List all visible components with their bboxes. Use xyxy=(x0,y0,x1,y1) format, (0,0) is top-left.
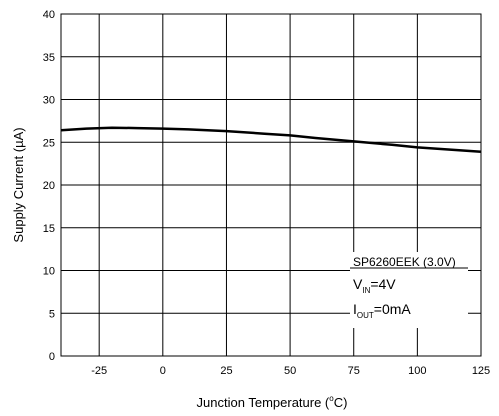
annotation-box: SP6260EEK (3.0V) VIN=4V IOUT=0mA xyxy=(350,252,468,328)
y-tick-label: 20 xyxy=(43,180,55,192)
y-tick-label: 25 xyxy=(43,137,55,149)
y-axis-title: Supply Current (µA) xyxy=(11,127,26,242)
annotation-vin-value: =4V xyxy=(370,276,396,292)
grid-lines xyxy=(61,14,481,356)
annotation-vin: VIN=4V xyxy=(353,276,396,295)
y-tick-label: 10 xyxy=(43,266,55,278)
x-tick-label: -25 xyxy=(91,365,107,377)
x-tick-label: 0 xyxy=(160,365,166,377)
annotation-vin-symbol: V xyxy=(353,276,363,292)
plot-frame xyxy=(60,13,482,357)
y-tick-label: 15 xyxy=(43,223,55,235)
annotation-iout-value: =0mA xyxy=(374,301,412,317)
x-axis-title-superscript: o xyxy=(329,394,334,403)
y-tick-labels: 0 5 10 15 20 25 30 35 40 xyxy=(43,9,55,363)
x-axis-title: Junction Temperature (oC) xyxy=(197,394,348,410)
x-tick-label: 75 xyxy=(348,365,360,377)
annotation-vin-subscript: IN xyxy=(362,286,370,295)
x-tick-labels: -25 0 25 50 75 100 125 xyxy=(91,365,490,377)
x-tick-label: 100 xyxy=(408,365,426,377)
y-tick-label: 35 xyxy=(43,52,55,64)
annotation-background xyxy=(350,252,468,328)
annotation-iout-symbol: I xyxy=(353,301,357,317)
x-tick-label: 25 xyxy=(220,365,232,377)
x-axis-title-tail: C) xyxy=(334,395,348,410)
x-axis-title-main: Junction Temperature ( xyxy=(197,395,330,410)
x-tick-label: 125 xyxy=(472,365,490,377)
annotation-part: SP6260EEK (3.0V) xyxy=(353,255,456,269)
series-line xyxy=(60,126,482,153)
y-tick-label: 40 xyxy=(43,9,55,21)
y-tick-label: 0 xyxy=(49,351,55,363)
annotation-iout-subscript: OUT xyxy=(357,311,374,320)
x-tick-label: 50 xyxy=(284,365,296,377)
annotation-iout: IOUT=0mA xyxy=(353,301,411,320)
y-tick-label: 30 xyxy=(43,95,55,107)
y-tick-label: 5 xyxy=(49,308,55,320)
